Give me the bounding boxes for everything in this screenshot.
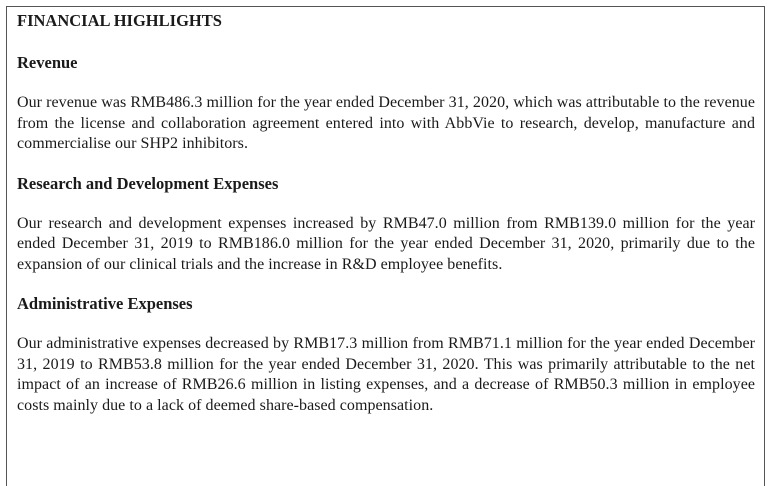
section-heading-revenue: Revenue [17,53,78,72]
section-body-research-development: Our research and development expenses in… [17,214,755,273]
document-content: FINANCIAL HIGHLIGHTS Revenue Our revenue… [17,10,755,416]
section-body-administrative: Our administrative expenses decreased by… [17,335,755,414]
document-frame [6,6,765,486]
section-heading-administrative: Administrative Expenses [17,294,193,313]
section-heading-research-development: Research and Development Expenses [17,173,279,193]
section-body-revenue: Our revenue was RMB486.3 million for the… [17,94,755,152]
document-title: FINANCIAL HIGHLIGHTS [17,11,222,30]
